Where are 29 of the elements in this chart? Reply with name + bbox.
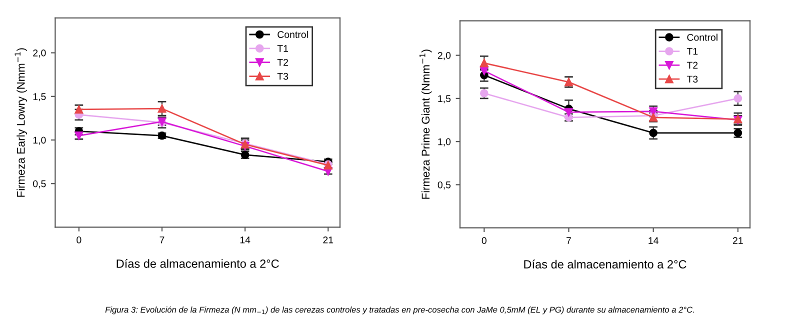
x-tick-label: 7 xyxy=(566,237,571,244)
legend-label: Control xyxy=(687,34,718,41)
x-axis-title: Días de almacenamiento a 2°C xyxy=(116,259,279,268)
x-tick-label: 21 xyxy=(733,237,743,244)
y-tick-label: 1,0 xyxy=(33,136,46,145)
y-tick-label: 0,5 xyxy=(438,181,451,190)
y-axis-title: Firmeza Prime Giant (Nmm$^{−1}$) xyxy=(420,50,432,199)
x-tick-label: 14 xyxy=(240,236,250,244)
y-tick-label: 1,5 xyxy=(438,95,451,104)
x-tick-label: 0 xyxy=(482,237,486,244)
legend-label: T1 xyxy=(277,45,288,52)
y-tick-label: 1,5 xyxy=(33,93,46,102)
y-tick-label: 2,0 xyxy=(33,50,46,58)
legend-label: T3 xyxy=(277,72,288,80)
x-tick-label: 14 xyxy=(648,237,658,244)
text: Figura 3: Evolución de la Firmeza (N mm$_{−1}$) de las cerezas controles y tratadas en pre-cosecha con JaMe 0,5mM (EL y PG) durante su almacenamiento a 2°C. xyxy=(105,306,694,314)
y-tick-label: 2,0 xyxy=(438,52,451,60)
x-tick-label: 7 xyxy=(160,236,164,244)
y-tick-label: 0,5 xyxy=(33,180,46,188)
x-tick-label: 0 xyxy=(76,236,82,244)
legend-label: T1 xyxy=(686,48,698,55)
x-tick-label: 21 xyxy=(323,236,334,244)
legend-label: T2 xyxy=(277,58,288,66)
y-tick-label: 1,0 xyxy=(438,138,451,146)
x-axis-title: Días de almacenamiento a 2°C xyxy=(524,260,686,268)
legend-label: Control xyxy=(278,30,308,38)
legend-label: T2 xyxy=(686,62,698,69)
y-axis-title: Firmeza Early Lowry (Nmm$^{−1}$) xyxy=(14,48,27,197)
legend-label: T3 xyxy=(686,76,698,83)
